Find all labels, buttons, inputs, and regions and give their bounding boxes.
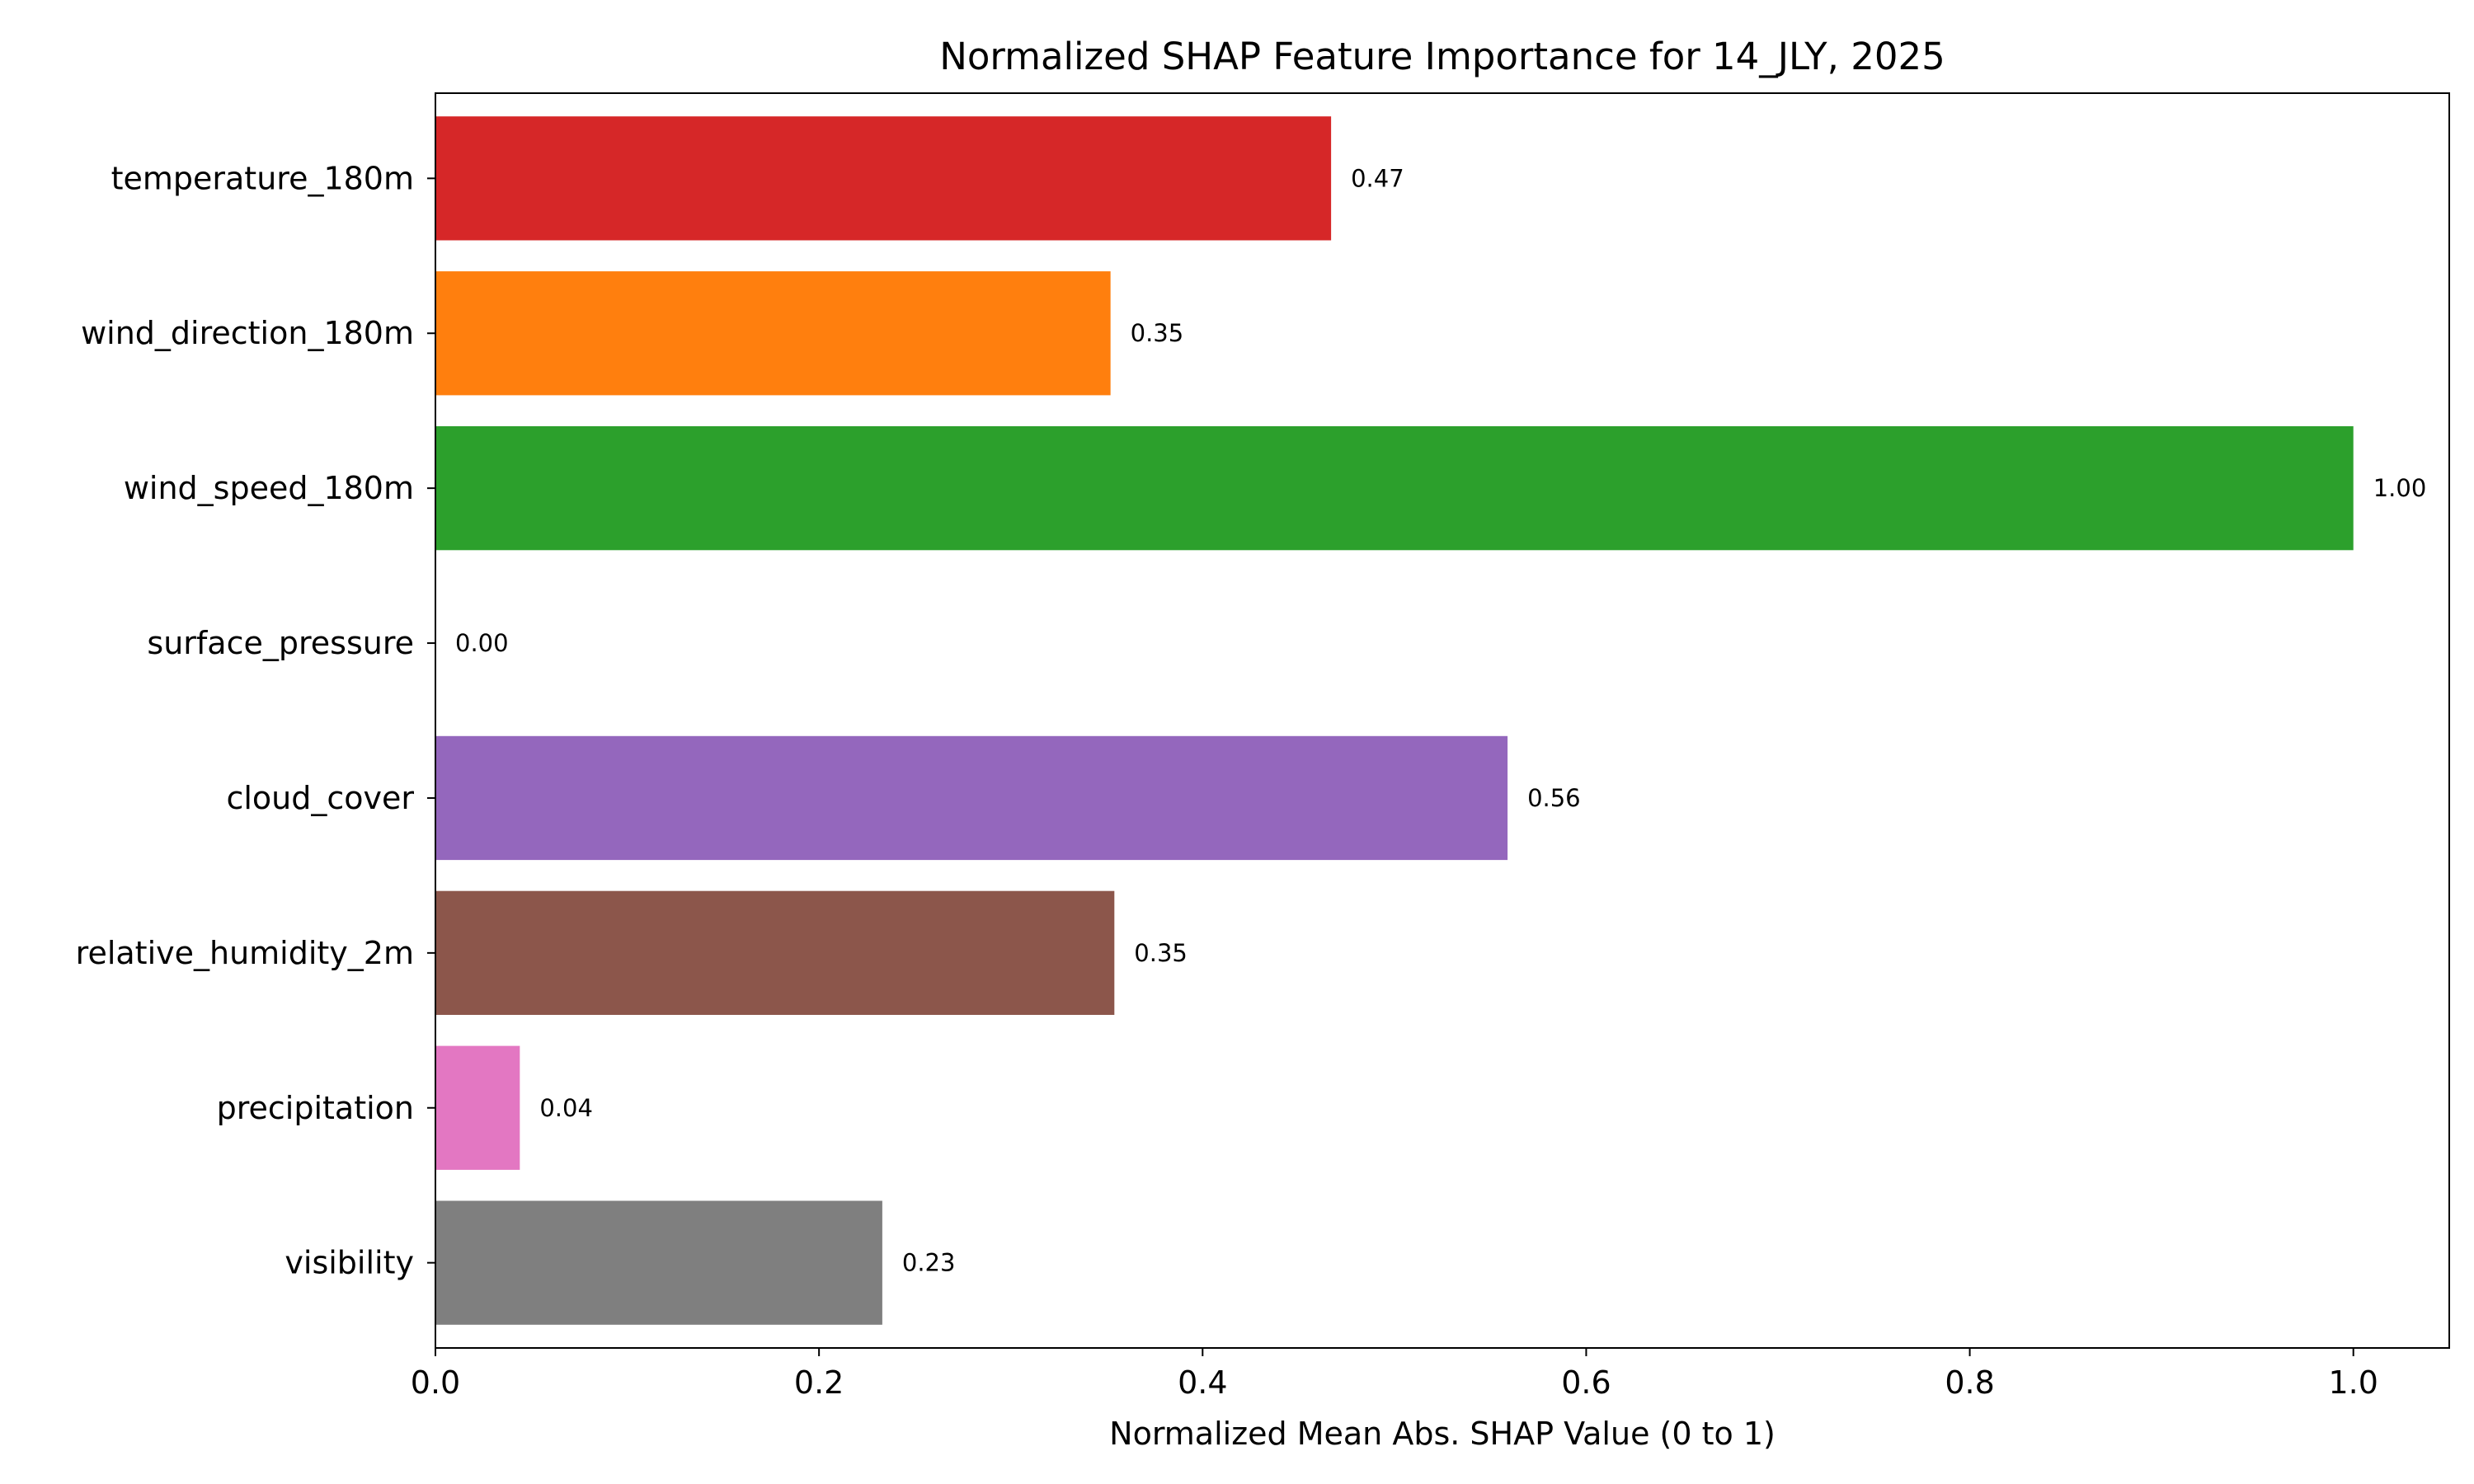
data-label: 0.23: [902, 1249, 956, 1277]
data-label: 0.04: [539, 1094, 593, 1122]
x-axis-label: Normalized Mean Abs. SHAP Value (0 to 1): [1109, 1416, 1776, 1452]
bar: [435, 271, 1111, 396]
y-tick-label: surface_pressure: [147, 625, 414, 661]
data-label: 1.00: [2373, 474, 2427, 502]
x-tick-label: 1.0: [2328, 1364, 2378, 1401]
y-tick-label: wind_direction_180m: [81, 315, 414, 351]
y-tick-label: precipitation: [217, 1090, 414, 1126]
x-tick-label: 0.4: [1178, 1364, 1227, 1401]
x-tick-label: 0.8: [1945, 1364, 1994, 1401]
data-label: 0.35: [1134, 939, 1188, 967]
x-tick-label: 0.6: [1561, 1364, 1611, 1401]
bar: [435, 425, 2354, 551]
y-tick-label: cloud_cover: [226, 780, 414, 816]
plot-area: temperature_180m 0.47 wind_direction_180m 0…: [76, 92, 2450, 1401]
x-tick-label: 0.2: [794, 1364, 844, 1401]
bar: [435, 890, 1115, 1016]
y-tick-label: temperature_180m: [111, 160, 414, 196]
x-tick-label: 0.0: [411, 1364, 460, 1401]
bar: [435, 1200, 882, 1325]
chart-title: Normalized SHAP Feature Importance for 1…: [939, 35, 1945, 78]
y-tick-label: wind_speed_180m: [124, 470, 414, 506]
data-label: 0.35: [1131, 319, 1184, 347]
bar: [435, 735, 1508, 861]
bar: [435, 116, 1332, 241]
data-label: 0.00: [455, 629, 509, 657]
data-label: 0.56: [1527, 784, 1581, 812]
plot-frame: [435, 92, 2450, 1349]
data-label: 0.47: [1351, 164, 1404, 192]
y-tick-label: relative_humidity_2m: [76, 935, 414, 971]
y-tick-label: visibility: [285, 1245, 414, 1281]
bar: [435, 1045, 520, 1170]
